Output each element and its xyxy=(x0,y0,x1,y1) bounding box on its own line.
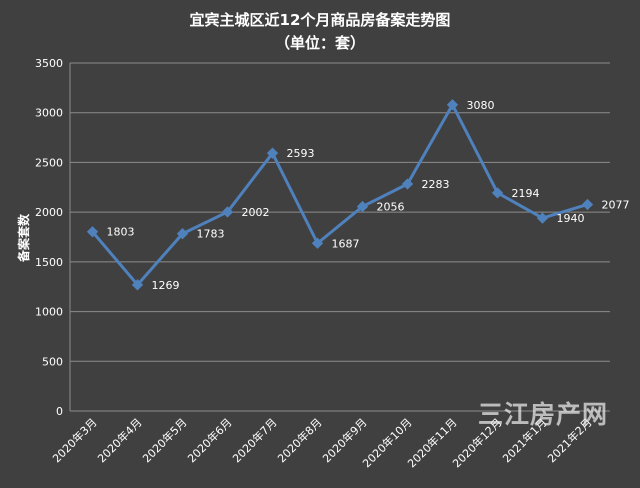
data-point xyxy=(221,206,234,218)
y-tick-label: 3000 xyxy=(35,107,63,120)
data-label: 1940 xyxy=(557,212,585,225)
grid-lines xyxy=(69,62,610,412)
data-point xyxy=(311,237,324,249)
data-label: 2194 xyxy=(512,187,540,200)
y-tick-label: 0 xyxy=(56,405,63,418)
y-axis-label: 备案套数 xyxy=(16,213,31,263)
y-tick-labels: 0 500 1000 1500 2000 2500 3000 3500 xyxy=(35,57,63,418)
data-label: 2283 xyxy=(422,178,450,191)
y-tick-label: 1500 xyxy=(35,256,63,269)
data-point xyxy=(356,200,369,213)
data-point xyxy=(266,147,279,159)
y-tick-label: 2000 xyxy=(35,206,63,219)
x-tick-label: 2020年8月 xyxy=(274,415,324,465)
y-tick-label: 500 xyxy=(42,355,63,368)
data-point xyxy=(581,198,594,211)
data-labels: 1803 1269 1783 2002 2593 1687 2056 2283 3080 2194… xyxy=(107,99,630,292)
y-tick-label: 3500 xyxy=(35,57,63,70)
data-label: 3080 xyxy=(467,99,495,112)
chart-title: 宜宾主城区近12个月商品房备案走势图 xyxy=(190,11,451,29)
x-tick-label: 2020年6月 xyxy=(184,415,234,465)
y-tick-label: 1000 xyxy=(35,306,63,319)
series-line xyxy=(91,103,588,287)
data-point xyxy=(176,228,189,240)
data-label: 2077 xyxy=(602,198,630,211)
data-label: 1803 xyxy=(107,226,135,239)
x-tick-label: 2020年4月 xyxy=(94,415,144,465)
chart-subtitle: （单位：套） xyxy=(275,34,365,52)
watermark-logo: 三江房产网 xyxy=(478,400,608,429)
data-label: 1687 xyxy=(332,237,360,250)
data-label: 2056 xyxy=(377,201,405,214)
x-tick-label: 2020年5月 xyxy=(139,415,189,465)
data-point xyxy=(536,212,549,224)
data-label: 2002 xyxy=(242,206,270,219)
data-point xyxy=(131,279,144,291)
data-point xyxy=(401,178,414,190)
x-tick-label: 2020年3月 xyxy=(49,415,99,465)
data-label: 1269 xyxy=(152,279,180,292)
data-label: 1783 xyxy=(197,228,225,241)
data-label: 2593 xyxy=(287,147,315,160)
x-tick-label: 2020年7月 xyxy=(229,415,279,465)
data-point xyxy=(491,187,504,199)
y-tick-label: 2500 xyxy=(35,156,63,169)
